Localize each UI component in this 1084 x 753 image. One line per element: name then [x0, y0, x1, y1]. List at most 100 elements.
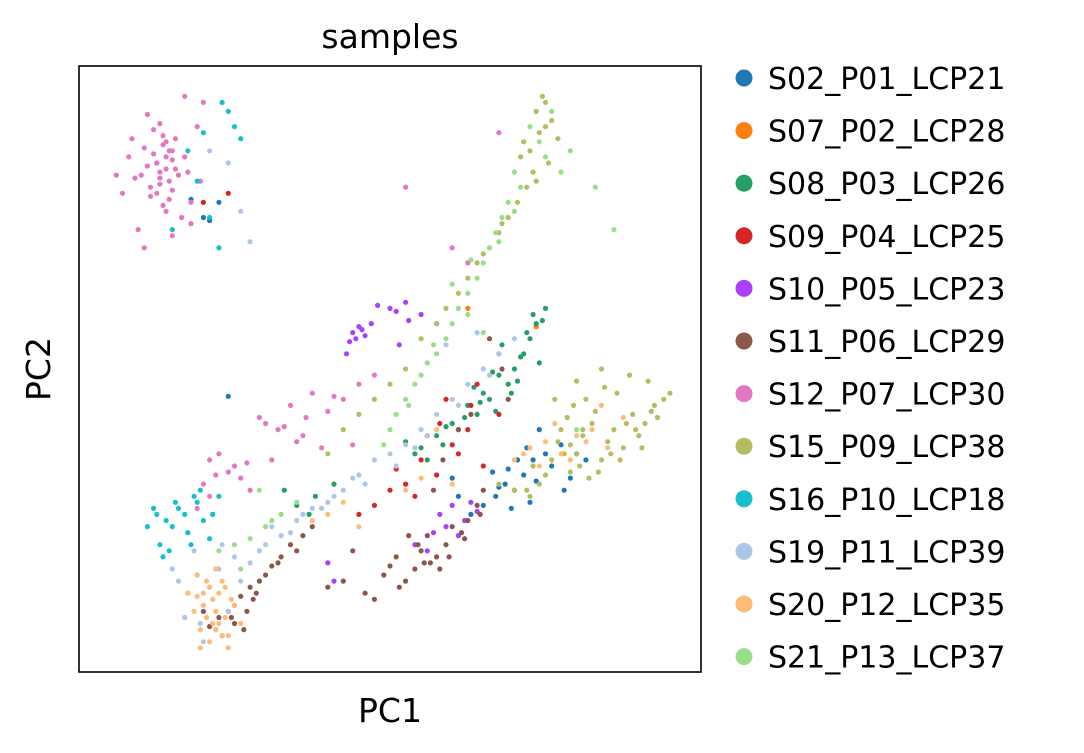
- point-S12_P07_LCP30-68: [350, 442, 356, 448]
- point-S11_P06_LCP29-45: [228, 614, 234, 621]
- point-S20_P12_LCP35-29: [527, 445, 533, 451]
- point-S11_P06_LCP29-25: [465, 517, 471, 524]
- point-S15_P09_LCP38-2: [574, 451, 580, 457]
- point-S02_P01_LCP21-11: [527, 499, 533, 505]
- point-S16_P10_LCP18-20: [219, 99, 225, 105]
- point-S15_P09_LCP38-66: [371, 396, 377, 402]
- point-S15_P09_LCP38-78: [645, 378, 651, 384]
- point-S12_P07_LCP30-42: [207, 457, 213, 463]
- point-S12_P07_LCP30-77: [182, 93, 188, 99]
- point-S15_P09_LCP38-0: [558, 427, 564, 433]
- point-S09_P04_LCP25-13: [356, 511, 362, 517]
- point-S02_P01_LCP21-6: [480, 502, 486, 508]
- legend-marker-S21_P13_LCP37: [735, 648, 753, 666]
- point-S09_P04_LCP25-3: [465, 427, 471, 433]
- point-S12_P07_LCP30-36: [179, 214, 185, 221]
- point-S20_P12_LCP35-1: [200, 602, 206, 608]
- point-S12_P07_LCP30-50: [194, 505, 200, 511]
- point-S11_P06_LCP29-18: [387, 563, 393, 569]
- point-S12_P07_LCP30-53: [287, 402, 294, 408]
- point-S21_P13_LCP37-10: [449, 321, 455, 327]
- point-S12_P07_LCP30-12: [169, 157, 175, 163]
- point-S11_P06_LCP29-58: [393, 554, 399, 560]
- point-S15_P09_LCP38-45: [542, 124, 549, 130]
- point-S19_P11_LCP39-25: [403, 442, 409, 448]
- point-S02_P01_LCP21-4: [542, 451, 549, 457]
- point-S15_P09_LCP38-76: [499, 221, 505, 227]
- point-S11_P06_LCP29-34: [430, 487, 437, 493]
- point-S07_P02_LCP28-0: [465, 305, 471, 311]
- point-S08_P03_LCP26-32: [539, 317, 546, 324]
- point-S10_P05_LCP23-25: [343, 351, 350, 357]
- point-S20_P12_LCP35-27: [225, 645, 231, 651]
- point-S19_P11_LCP39-34: [300, 511, 306, 517]
- legend-label-S10_P05_LCP23: S10_P05_LCP23: [768, 272, 1005, 307]
- point-S19_P11_LCP39-17: [278, 533, 284, 539]
- point-S21_P13_LCP37-43: [406, 402, 412, 408]
- point-S15_P09_LCP38-47: [521, 139, 527, 145]
- point-S19_P11_LCP39-44: [350, 475, 356, 481]
- point-S11_P06_LCP29-42: [499, 366, 505, 372]
- point-S11_P06_LCP29-39: [486, 336, 493, 342]
- point-S16_P10_LCP18-10: [182, 511, 188, 517]
- point-S10_P05_LCP23-19: [331, 578, 337, 584]
- point-S16_P10_LCP18-23: [200, 130, 206, 136]
- point-S19_P11_LCP39-9: [247, 560, 253, 566]
- point-S11_P06_LCP29-26: [474, 502, 480, 508]
- point-S11_P06_LCP29-31: [362, 590, 368, 596]
- point-S16_P10_LCP18-16: [210, 511, 216, 517]
- point-S11_P06_LCP29-24: [449, 524, 455, 530]
- point-S21_P13_LCP37-38: [592, 184, 598, 190]
- point-S12_P07_LCP30-21: [169, 187, 175, 193]
- point-S15_P09_LCP38-9: [630, 411, 636, 417]
- point-S19_P11_LCP39-33: [269, 524, 275, 530]
- point-S15_P09_LCP38-15: [549, 457, 555, 463]
- point-S20_P12_LCP35-39: [583, 439, 589, 445]
- point-S02_P01_LCP21-8: [549, 463, 555, 469]
- point-S09_P04_LCP25-2: [449, 442, 455, 448]
- point-S12_P07_LCP30-8: [172, 166, 178, 172]
- point-S15_P09_LCP38-40: [580, 427, 586, 433]
- point-S12_P07_LCP30-58: [319, 445, 325, 451]
- point-S11_P06_LCP29-23: [443, 542, 449, 548]
- chart-title: samples: [321, 17, 458, 56]
- y-axis-label: PC2: [19, 337, 58, 401]
- point-S10_P05_LCP23-14: [424, 548, 430, 554]
- point-S16_P10_LCP18-2: [169, 524, 175, 530]
- point-S21_P13_LCP37-2: [505, 199, 511, 205]
- point-S21_P13_LCP37-15: [412, 381, 418, 387]
- point-S12_P07_LCP30-24: [160, 202, 166, 208]
- point-S12_P07_LCP30-31: [132, 175, 138, 181]
- point-S11_P06_LCP29-59: [427, 560, 433, 566]
- point-S20_P12_LCP35-3: [213, 608, 219, 615]
- point-S12_P07_LCP30-10: [163, 139, 169, 145]
- legend-label-S19_P11_LCP39: S19_P11_LCP39: [768, 535, 1005, 570]
- point-S20_P12_LCP35-7: [203, 578, 210, 584]
- point-S12_P07_LCP30-60: [269, 457, 275, 463]
- point-S12_P07_LCP30-56: [325, 408, 331, 414]
- point-S20_P12_LCP35-12: [191, 608, 197, 615]
- point-S09_P04_LCP25-11: [474, 381, 480, 387]
- point-S16_P10_LCP18-22: [231, 124, 238, 130]
- point-S21_P13_LCP37-26: [496, 239, 502, 245]
- point-S09_P04_LCP25-0: [418, 457, 424, 463]
- point-S08_P03_LCP26-35: [443, 424, 449, 430]
- point-S11_P06_LCP29-47: [275, 560, 281, 566]
- point-S15_P09_LCP38-58: [474, 260, 480, 266]
- point-S12_P07_LCP30-57: [340, 396, 346, 402]
- point-S21_P13_LCP37-22: [542, 154, 549, 160]
- point-S16_P10_LCP18-6: [200, 517, 206, 524]
- point-S02_P01_LCP21-17: [449, 475, 455, 481]
- point-S20_P12_LCP35-41: [521, 451, 527, 457]
- point-S02_P01_LCP21-0: [502, 481, 508, 487]
- point-S21_P13_LCP37-35: [231, 542, 238, 548]
- point-S11_P06_LCP29-19: [403, 578, 409, 584]
- point-S11_P06_LCP29-54: [415, 542, 421, 548]
- point-S20_P12_LCP35-42: [309, 517, 315, 524]
- point-S21_P13_LCP37-36: [238, 566, 244, 572]
- point-S20_P12_LCP35-14: [213, 566, 219, 572]
- point-S15_P09_LCP38-75: [480, 251, 486, 257]
- point-S15_P09_LCP38-3: [580, 433, 586, 439]
- point-S11_P06_LCP29-46: [250, 596, 256, 602]
- point-S15_P09_LCP38-1: [567, 442, 574, 448]
